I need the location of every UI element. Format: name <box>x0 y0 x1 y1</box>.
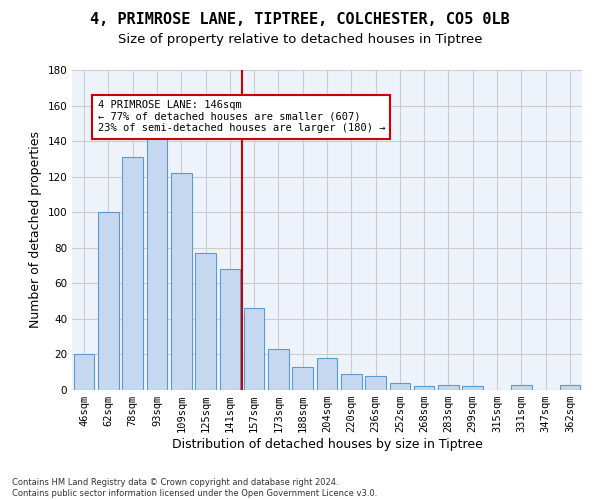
Bar <box>268 349 289 390</box>
Bar <box>292 367 313 390</box>
Bar <box>438 384 459 390</box>
Bar <box>98 212 119 390</box>
Bar <box>389 383 410 390</box>
Y-axis label: Number of detached properties: Number of detached properties <box>29 132 42 328</box>
Bar <box>122 157 143 390</box>
Bar <box>414 386 434 390</box>
Bar <box>463 386 483 390</box>
Bar <box>146 128 167 390</box>
Text: Size of property relative to detached houses in Tiptree: Size of property relative to detached ho… <box>118 32 482 46</box>
Bar <box>195 253 216 390</box>
Text: 4 PRIMROSE LANE: 146sqm
← 77% of detached houses are smaller (607)
23% of semi-d: 4 PRIMROSE LANE: 146sqm ← 77% of detache… <box>97 100 385 134</box>
Bar <box>171 173 191 390</box>
Bar <box>317 358 337 390</box>
X-axis label: Distribution of detached houses by size in Tiptree: Distribution of detached houses by size … <box>172 438 482 451</box>
Text: Contains HM Land Registry data © Crown copyright and database right 2024.
Contai: Contains HM Land Registry data © Crown c… <box>12 478 377 498</box>
Bar <box>74 354 94 390</box>
Text: 4, PRIMROSE LANE, TIPTREE, COLCHESTER, CO5 0LB: 4, PRIMROSE LANE, TIPTREE, COLCHESTER, C… <box>90 12 510 28</box>
Bar <box>341 374 362 390</box>
Bar <box>560 384 580 390</box>
Bar <box>365 376 386 390</box>
Bar <box>244 308 265 390</box>
Bar <box>511 384 532 390</box>
Bar <box>220 269 240 390</box>
